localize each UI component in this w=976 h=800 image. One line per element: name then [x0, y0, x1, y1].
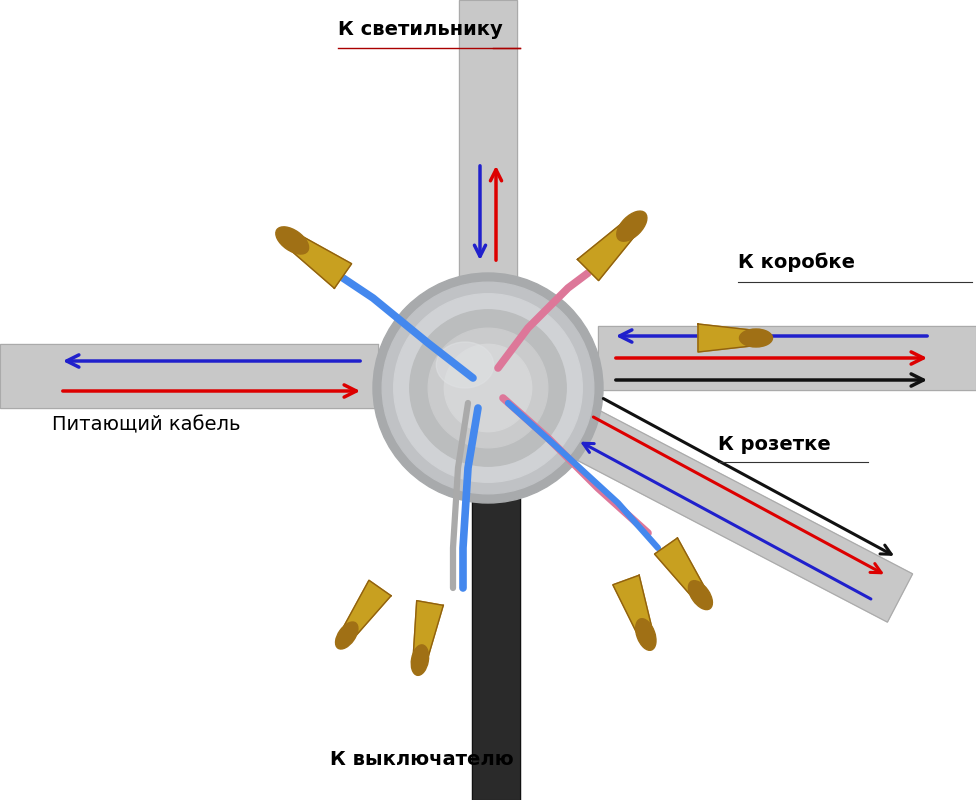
Polygon shape — [613, 575, 653, 637]
Ellipse shape — [336, 622, 358, 649]
Circle shape — [373, 273, 603, 503]
Ellipse shape — [688, 581, 712, 610]
Ellipse shape — [635, 618, 656, 650]
Polygon shape — [655, 538, 707, 599]
Polygon shape — [413, 601, 443, 662]
Ellipse shape — [436, 342, 494, 388]
Circle shape — [444, 344, 532, 432]
Polygon shape — [561, 404, 913, 622]
Circle shape — [393, 294, 583, 482]
Circle shape — [383, 282, 593, 494]
Circle shape — [428, 328, 548, 448]
Text: К коробке: К коробке — [738, 253, 855, 272]
Polygon shape — [598, 326, 976, 390]
Ellipse shape — [617, 211, 647, 242]
Text: К выключателю: К выключателю — [330, 750, 513, 769]
Polygon shape — [459, 0, 517, 278]
Polygon shape — [341, 580, 391, 639]
Polygon shape — [0, 344, 378, 408]
Text: К светильнику: К светильнику — [338, 20, 503, 39]
Polygon shape — [698, 324, 756, 352]
Polygon shape — [472, 498, 520, 800]
Text: К розетке: К розетке — [718, 435, 831, 454]
Polygon shape — [578, 220, 638, 281]
Ellipse shape — [740, 329, 772, 347]
Polygon shape — [287, 234, 351, 288]
Text: Питающий кабель: Питающий кабель — [52, 415, 240, 434]
Circle shape — [410, 310, 566, 466]
Ellipse shape — [276, 227, 308, 254]
Ellipse shape — [411, 645, 428, 675]
